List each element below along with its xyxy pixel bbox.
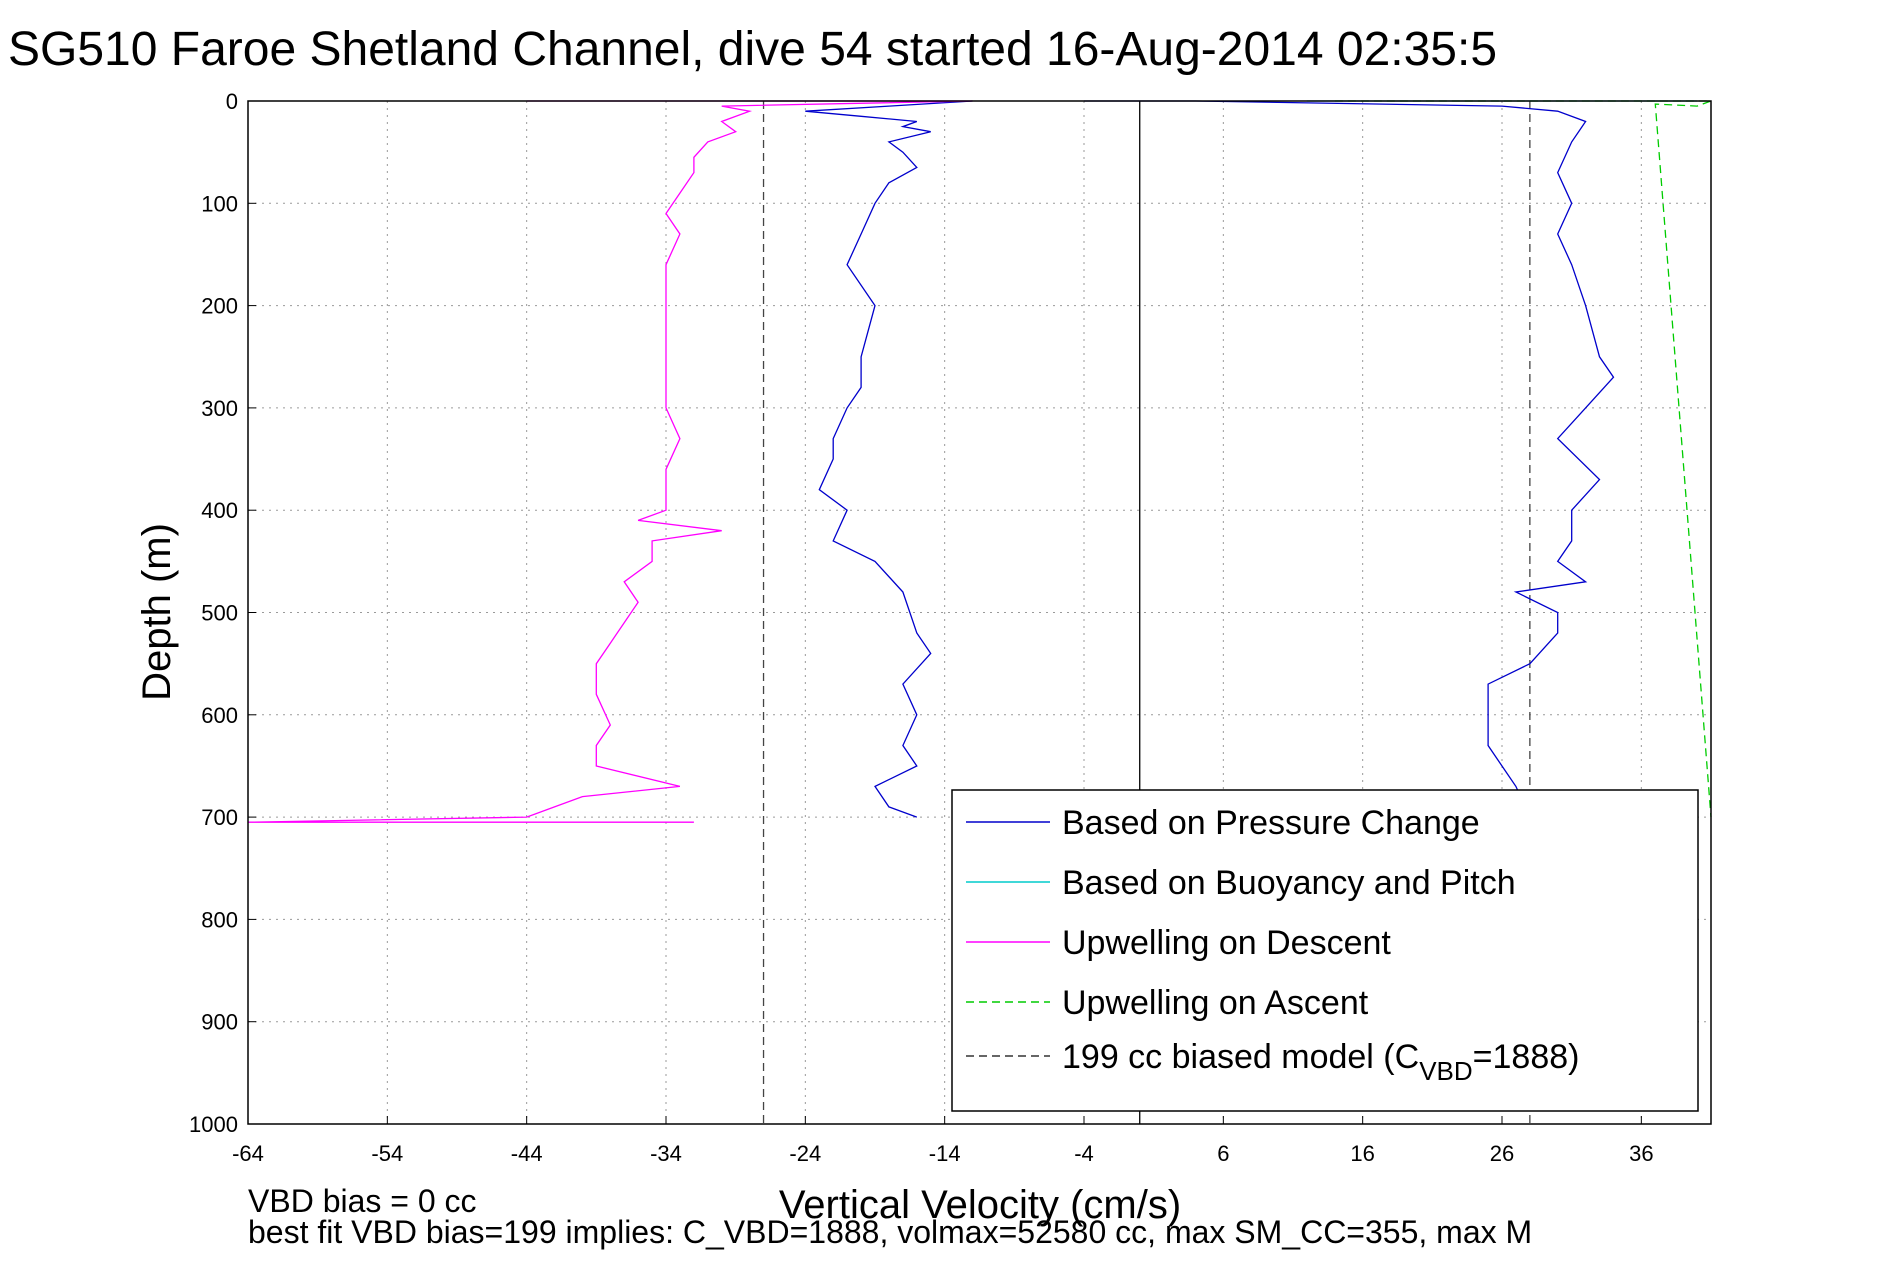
y-tick-label: 0 [226, 89, 238, 114]
y-tick-label: 900 [201, 1010, 238, 1035]
best-fit-note: best fit VBD bias=199 implies: C_VBD=188… [248, 1214, 1532, 1250]
legend-label: Upwelling on Ascent [1062, 984, 1369, 1022]
x-axis-label: Vertical Velocity (cm/s) [779, 1183, 1181, 1227]
y-tick-label: 800 [201, 907, 238, 932]
y-tick-label: 1000 [189, 1112, 238, 1137]
y-axis-label: Depth (m) [135, 523, 179, 701]
y-tick-labels: 0 100 200 300 400 500 600 700 800 900 1000 [189, 89, 238, 1137]
vbd-bias-note: VBD bias = 0 cc [248, 1183, 477, 1219]
x-tick-label: -44 [511, 1141, 543, 1166]
series-line-1 [1084, 100, 1615, 818]
x-tick-label: 16 [1350, 1141, 1374, 1166]
x-tick-label: -34 [650, 1141, 682, 1166]
y-tick-label: 400 [201, 498, 238, 523]
x-tick-label: -24 [789, 1141, 821, 1166]
legend-label: Based on Pressure Change [1062, 804, 1480, 842]
x-tick-labels: -64 -54 -44 -34 -24 -14 -4 6 16 26 36 [232, 1141, 1653, 1166]
series-line-3 [247, 100, 973, 823]
y-tick-label: 600 [201, 703, 238, 728]
plot-frame [247, 100, 1712, 1125]
y-tick-label: 100 [201, 191, 238, 216]
y-tick-label: 200 [201, 294, 238, 319]
x-tick-label: 6 [1217, 1141, 1229, 1166]
y-tick-label: 300 [201, 396, 238, 421]
x-tick-label: -54 [371, 1141, 403, 1166]
x-tick-label: 36 [1629, 1141, 1653, 1166]
x-tick-label: 26 [1490, 1141, 1514, 1166]
legend-label: Upwelling on Descent [1062, 924, 1391, 962]
chart-title: SG510 Faroe Shetland Channel, dive 54 st… [8, 23, 1497, 76]
x-tick-label: -64 [232, 1141, 264, 1166]
series-line-0 [805, 100, 973, 818]
y-tick-label: 500 [201, 601, 238, 626]
legend: Based on Pressure Change Based on Buoyanc… [951, 789, 1699, 1112]
legend-label: 199 cc biased model (CVBD=1888) [1062, 1038, 1579, 1086]
x-tick-label: -14 [929, 1141, 961, 1166]
legend-box [951, 789, 1699, 1112]
legend-label: Based on Buoyancy and Pitch [1062, 864, 1516, 902]
x-tick-label: -4 [1074, 1141, 1094, 1166]
y-tick-label: 700 [201, 805, 238, 830]
